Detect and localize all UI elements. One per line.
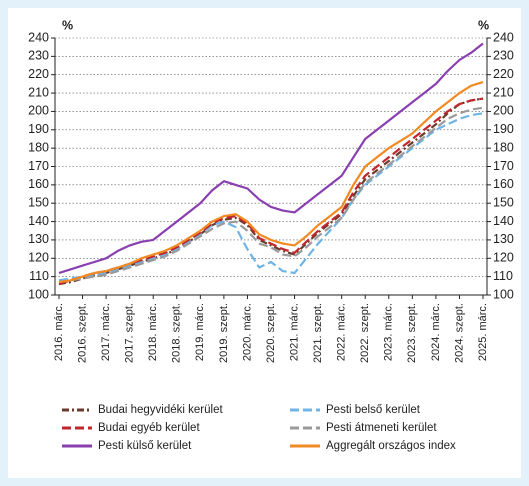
series-line (58, 81, 484, 284)
x-tick-label: 2020. szept. (265, 303, 277, 363)
series-line (58, 42, 484, 275)
y2-tick-label: 210 (493, 85, 514, 99)
x-tick-label: 2023. márc. (383, 303, 395, 361)
y-tick-label: 140 (28, 214, 49, 228)
x-tick-label: 2024. szept. (453, 303, 465, 363)
y2-tick-label: 230 (493, 49, 514, 63)
y2-tick-label: 200 (493, 104, 514, 118)
y-tick-label: 200 (28, 104, 49, 118)
series-line (58, 97, 484, 286)
y-tick-label: 170 (28, 159, 49, 173)
y-tick-label: 150 (28, 196, 49, 210)
legend-label: Budai egyéb kerület (98, 422, 200, 434)
y2-tick-label: 150 (493, 196, 514, 210)
y2-tick-label: 220 (493, 67, 514, 81)
x-tick-label: 2019. szept. (218, 303, 230, 363)
y2-tick-label: 130 (493, 232, 514, 246)
legend-label: Budai hegyvidéki kerület (98, 404, 223, 416)
y2-tick-label: 110 (493, 269, 513, 283)
x-tick-label: 2018. márc. (147, 303, 159, 361)
y-tick-label: 110 (29, 269, 49, 283)
y-tick-label: 220 (28, 67, 49, 81)
y-axis-label: % (62, 18, 73, 32)
legend-label: Pesti átmeneti kerület (326, 422, 437, 434)
y2-tick-label: 140 (493, 214, 514, 228)
y2-tick-label: 240 (493, 30, 514, 44)
x-tick-label: 2018. szept. (171, 303, 183, 363)
x-tick-label: 2019. márc. (194, 303, 206, 361)
legend-label: Pesti belső kerület (326, 404, 421, 416)
y2-tick-label: 160 (493, 177, 514, 191)
y-tick-label: 160 (28, 177, 49, 191)
x-tick-label: 2022. márc. (336, 303, 348, 361)
x-tick-label: 2016. szept. (76, 303, 88, 363)
x-tick-label: 2025. márc. (477, 303, 489, 361)
y-tick-label: 230 (28, 49, 49, 63)
x-tick-label: 2020. márc. (241, 303, 253, 361)
x-tick-label: 2017. márc. (100, 303, 112, 361)
x-tick-label: 2021. márc. (288, 303, 300, 361)
x-tick-label: 2023. szept. (406, 303, 418, 363)
y-tick-label: 130 (28, 232, 49, 246)
y-tick-label: 100 (28, 287, 49, 301)
y2-tick-label: 180 (493, 140, 514, 154)
x-tick-label: 2022. szept. (359, 303, 371, 363)
x-tick-label: 2016. márc. (53, 303, 65, 361)
y-tick-label: 180 (28, 140, 49, 154)
series-line (58, 112, 484, 282)
x-tick-label: 2024. márc. (430, 303, 442, 361)
y2-tick-label: 190 (493, 122, 514, 136)
legend-label: Pesti külső kerület (98, 440, 192, 452)
y2-tick-label: 120 (493, 251, 514, 265)
series-line (58, 106, 484, 284)
y-tick-label: 210 (28, 85, 49, 99)
x-tick-label: 2021. szept. (312, 303, 324, 363)
y-tick-label: 240 (28, 30, 49, 44)
legend-label: Aggregált országos index (326, 440, 456, 452)
y2-axis-label: % (478, 18, 489, 32)
y2-tick-label: 100 (493, 287, 514, 301)
y-tick-label: 120 (28, 251, 49, 265)
y2-tick-label: 170 (493, 159, 514, 173)
x-tick-label: 2017. szept. (124, 303, 136, 363)
y-tick-label: 190 (28, 122, 49, 136)
